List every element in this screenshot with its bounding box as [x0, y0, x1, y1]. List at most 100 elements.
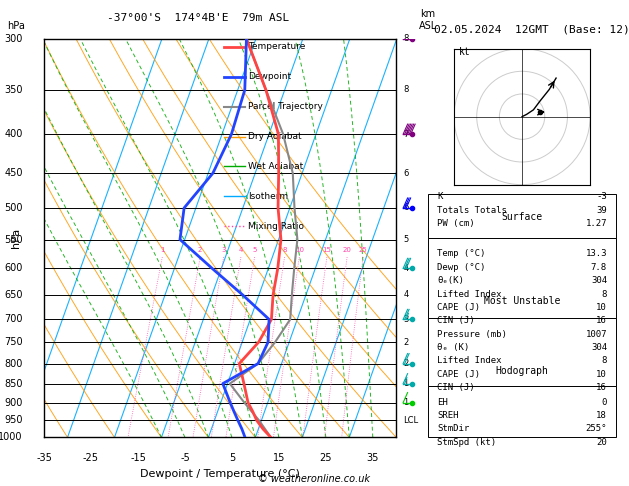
Text: Lifted Index: Lifted Index [437, 356, 502, 365]
Text: km
ASL: km ASL [419, 9, 437, 31]
Text: 4: 4 [403, 264, 409, 273]
Text: 4: 4 [403, 290, 409, 299]
Text: 35: 35 [367, 453, 379, 463]
Text: Parcel Trajectory: Parcel Trajectory [248, 102, 323, 111]
Text: CAPE (J): CAPE (J) [437, 303, 480, 312]
Text: 02.05.2024  12GMT  (Base: 12): 02.05.2024 12GMT (Base: 12) [434, 24, 629, 35]
Text: 450: 450 [4, 168, 23, 178]
Text: PW (cm): PW (cm) [437, 219, 475, 228]
Text: θₑ (K): θₑ (K) [437, 343, 469, 352]
Text: hPa: hPa [7, 21, 25, 31]
Text: © weatheronline.co.uk: © weatheronline.co.uk [259, 473, 370, 484]
Text: Hodograph: Hodograph [496, 365, 548, 376]
Text: 18: 18 [596, 411, 607, 420]
Text: 550: 550 [4, 235, 23, 244]
Text: 6: 6 [403, 169, 409, 177]
Text: 16: 16 [596, 383, 607, 392]
Text: 1: 1 [403, 379, 409, 388]
Text: Dry Adiabat: Dry Adiabat [248, 132, 302, 141]
Text: Lifted Index: Lifted Index [437, 290, 502, 298]
Text: 900: 900 [4, 398, 23, 408]
Text: 700: 700 [4, 314, 23, 324]
Text: 2: 2 [198, 247, 203, 253]
Text: Dewpoint / Temperature (°C): Dewpoint / Temperature (°C) [140, 469, 300, 479]
Text: 10: 10 [295, 247, 304, 253]
Text: 1: 1 [160, 247, 165, 253]
Text: -35: -35 [36, 453, 52, 463]
Text: 600: 600 [4, 263, 23, 273]
Text: 20: 20 [343, 247, 352, 253]
Text: -3: -3 [596, 192, 607, 201]
Text: 15: 15 [323, 247, 331, 253]
Text: 850: 850 [4, 379, 23, 389]
Text: 304: 304 [591, 276, 607, 285]
Text: StmSpd (kt): StmSpd (kt) [437, 438, 496, 447]
Text: 2: 2 [403, 338, 409, 347]
Text: CIN (J): CIN (J) [437, 316, 475, 325]
Text: 750: 750 [4, 337, 23, 347]
Text: 20: 20 [596, 438, 607, 447]
Text: 304: 304 [591, 343, 607, 352]
Text: SREH: SREH [437, 411, 459, 420]
Text: 25: 25 [320, 453, 332, 463]
Text: -15: -15 [130, 453, 146, 463]
Text: 1007: 1007 [586, 330, 607, 339]
Text: Wet Adiabat: Wet Adiabat [248, 162, 304, 171]
Text: 800: 800 [4, 359, 23, 368]
Text: 350: 350 [4, 85, 23, 95]
Text: Mixing Ratio: Mixing Ratio [248, 222, 304, 231]
Text: hPa: hPa [11, 228, 21, 248]
Text: 8: 8 [403, 35, 409, 43]
Text: K: K [437, 192, 443, 201]
Text: 1.27: 1.27 [586, 219, 607, 228]
Text: Surface: Surface [501, 212, 543, 223]
Text: 5: 5 [403, 235, 409, 244]
Text: 4: 4 [238, 247, 243, 253]
Text: 500: 500 [4, 203, 23, 213]
Text: 8: 8 [282, 247, 287, 253]
Text: Isotherm: Isotherm [248, 192, 289, 201]
Text: 6: 6 [403, 204, 409, 212]
Text: 400: 400 [4, 129, 23, 139]
Text: 13.3: 13.3 [586, 249, 607, 259]
Text: -37°00'S  174°4B'E  79m ASL: -37°00'S 174°4B'E 79m ASL [108, 13, 290, 23]
Text: StmDir: StmDir [437, 424, 469, 434]
Bar [428, 318, 616, 386]
Text: CAPE (J): CAPE (J) [437, 370, 480, 379]
Text: Dewpoint: Dewpoint [248, 72, 291, 81]
Text: Temperature: Temperature [248, 42, 306, 52]
Text: 1000: 1000 [0, 433, 23, 442]
Text: Pressure (mb): Pressure (mb) [437, 330, 507, 339]
Text: -25: -25 [83, 453, 99, 463]
Text: 0: 0 [601, 398, 607, 407]
Text: Dewp (°C): Dewp (°C) [437, 263, 486, 272]
Text: 3: 3 [403, 315, 409, 324]
Text: -5: -5 [180, 453, 190, 463]
Text: 3: 3 [221, 247, 226, 253]
Text: 10: 10 [596, 370, 607, 379]
Text: 255°: 255° [586, 424, 607, 434]
Text: 7.8: 7.8 [591, 263, 607, 272]
Text: 16: 16 [596, 316, 607, 325]
Bar [428, 386, 616, 437]
Bar [428, 194, 616, 238]
Text: 39: 39 [596, 206, 607, 215]
Text: LCL: LCL [403, 416, 418, 425]
Text: 5: 5 [252, 247, 257, 253]
Text: 1: 1 [403, 398, 409, 407]
Text: 8: 8 [601, 290, 607, 298]
Text: 5: 5 [229, 453, 235, 463]
Text: CIN (J): CIN (J) [437, 383, 475, 392]
Text: θₑ(K): θₑ(K) [437, 276, 464, 285]
Text: 7: 7 [403, 130, 409, 139]
Text: 8: 8 [403, 86, 409, 94]
Text: 8: 8 [601, 356, 607, 365]
Text: Totals Totals: Totals Totals [437, 206, 507, 215]
Text: 300: 300 [4, 34, 23, 44]
Bar [428, 238, 616, 318]
Text: 15: 15 [272, 453, 285, 463]
Text: 2: 2 [403, 359, 409, 368]
Text: 10: 10 [596, 303, 607, 312]
Text: 950: 950 [4, 416, 23, 425]
Text: Mixing Ratio (g/kg): Mixing Ratio (g/kg) [441, 198, 450, 278]
